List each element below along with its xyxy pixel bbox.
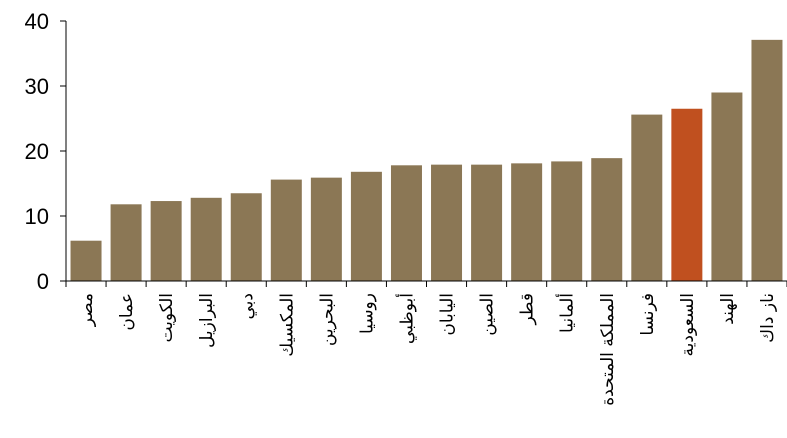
x-category-label: فرنسا: [638, 293, 658, 336]
y-tick-label: 10: [25, 204, 49, 229]
x-category-label: البرازيل: [197, 293, 217, 348]
y-tick-label: 40: [25, 9, 49, 34]
x-category-label: المكسيك: [277, 293, 297, 357]
bar-12: [551, 161, 582, 281]
x-category-label: مصر: [77, 293, 97, 327]
x-category-label: المملكة المتحدة: [598, 293, 618, 406]
bar-7: [351, 172, 382, 281]
x-category-label: السعودية: [678, 293, 698, 356]
x-category-label: البحرين: [317, 293, 337, 346]
bar-8: [391, 165, 422, 281]
x-category-label: روسيا: [357, 293, 377, 334]
bar-0: [71, 241, 102, 281]
y-tick-label: 0: [37, 269, 49, 294]
y-tick-label: 30: [25, 74, 49, 99]
bar-14: [631, 115, 662, 281]
bar-17: [751, 40, 782, 281]
bar-11: [511, 163, 542, 281]
x-category-label: دبي: [237, 293, 257, 319]
x-category-label: قطر: [518, 293, 538, 325]
bar-2: [151, 201, 182, 281]
x-category-label: ألمانيا: [556, 293, 578, 333]
bar-1: [111, 204, 142, 281]
bar-4: [231, 193, 262, 281]
x-category-label: أبوظبي: [395, 293, 417, 344]
bar-3: [191, 198, 222, 281]
x-category-label: عمان: [117, 293, 137, 331]
bar-16: [711, 93, 742, 282]
x-category-label: ناز داك: [758, 293, 778, 343]
x-category-label: الصين: [478, 293, 498, 336]
y-axis: 0 10 20 30 40: [25, 9, 66, 294]
x-category-label: الكويت: [157, 293, 177, 343]
bar-9: [431, 165, 462, 281]
bar-5: [271, 180, 302, 281]
bar-15: [671, 109, 702, 281]
bar-6: [311, 178, 342, 281]
y-tick-label: 20: [25, 139, 49, 164]
x-category-label: الهند: [718, 293, 738, 325]
bars-group: [71, 40, 783, 281]
x-category-label: اليابان: [438, 293, 458, 336]
x-axis: مصر عمان الكويت البرازيل دبي المكسيك البحرين رو…: [66, 281, 787, 406]
bar-10: [471, 165, 502, 281]
bar-13: [591, 158, 622, 281]
